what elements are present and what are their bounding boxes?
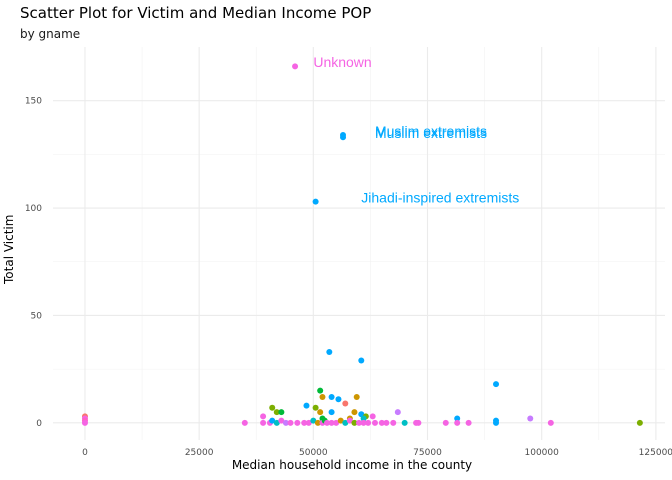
y-tick-label: 50 <box>31 311 43 321</box>
point-annotation: Muslim extremists <box>375 123 487 139</box>
x-tick-label: 125000 <box>639 448 672 458</box>
scatter-point <box>292 63 299 70</box>
scatter-point <box>301 419 308 426</box>
x-tick-label: 0 <box>82 448 88 458</box>
scatter-point <box>342 400 349 407</box>
scatter-point <box>314 419 321 426</box>
chart-subtitle: by gname <box>20 27 81 41</box>
scatter-point <box>356 419 362 426</box>
data-points <box>81 63 643 426</box>
point-annotation: Muslim extremists <box>375 125 487 141</box>
scatter-point <box>294 419 301 426</box>
x-axis-label: Median household income in the county <box>231 458 473 472</box>
scatter-point <box>378 419 385 426</box>
scatter-point <box>273 419 280 426</box>
scatter-point <box>273 409 280 416</box>
scatter-point <box>636 419 643 426</box>
scatter-point <box>365 419 372 426</box>
scatter-point <box>260 419 267 426</box>
scatter-point <box>493 417 500 424</box>
scatter-point <box>81 419 88 426</box>
scatter-point <box>337 417 344 424</box>
scatter-point <box>401 419 408 426</box>
scatter-point <box>278 409 285 416</box>
scatter-point <box>371 419 378 426</box>
scatter-point <box>360 415 367 422</box>
scatter-point <box>351 419 358 426</box>
scatter-point <box>312 404 319 411</box>
scatter-point <box>328 419 335 426</box>
scatter-point <box>269 417 276 424</box>
scatter-point <box>260 413 267 420</box>
scatter-point <box>269 404 276 411</box>
tick-labels: 0 25000 50000 75000 100000 125000 0 50 100 150 <box>25 97 672 458</box>
scatter-point <box>358 357 365 364</box>
scatter-point <box>317 387 324 394</box>
x-tick-label: 75000 <box>413 448 442 458</box>
scatter-point <box>547 419 554 426</box>
y-tick-label: 0 <box>36 419 42 429</box>
scatter-point <box>353 394 360 401</box>
chart-title: Scatter Plot for Victim and Median Incom… <box>20 4 372 22</box>
scatter-point <box>340 134 347 141</box>
scatter-point <box>465 419 472 426</box>
scatter-point <box>282 419 289 426</box>
scatter-point <box>383 419 390 426</box>
y-tick-label: 150 <box>25 97 42 107</box>
scatter-point <box>278 417 285 424</box>
scatter-point <box>454 419 461 426</box>
grid-lines <box>53 47 665 440</box>
scatter-point <box>342 419 349 426</box>
scatter-point <box>346 417 353 424</box>
scatter-point <box>335 396 342 403</box>
point-annotation: Jihadi-inspired extremists <box>361 189 519 205</box>
scatter-point <box>333 419 340 426</box>
scatter-point <box>326 348 333 355</box>
x-tick-label: 25000 <box>185 448 214 458</box>
scatter-point <box>527 415 534 422</box>
scatter-point <box>328 409 335 416</box>
x-tick-label: 100000 <box>525 448 560 458</box>
scatter-point <box>369 413 376 420</box>
scatter-point <box>305 419 312 426</box>
scatter-point <box>454 415 461 422</box>
scatter-point <box>310 417 317 424</box>
x-tick-label: 50000 <box>299 448 328 458</box>
scatter-point <box>415 419 422 426</box>
scatter-point <box>319 394 326 401</box>
scatter-point <box>493 381 500 388</box>
scatter-point <box>241 419 248 426</box>
scatter-point <box>442 419 449 426</box>
scatter-point <box>390 419 397 426</box>
scatter-point <box>303 402 310 409</box>
scatter-point <box>351 409 358 416</box>
scatter-point <box>394 409 401 416</box>
scatter-point <box>328 394 335 401</box>
scatter-point <box>324 419 331 426</box>
scatter-point <box>317 409 324 416</box>
y-tick-label: 100 <box>25 204 42 214</box>
scatter-point <box>360 419 367 426</box>
scatter-point <box>287 419 294 426</box>
scatter-point <box>312 198 319 205</box>
point-annotation: Unknown <box>313 54 371 70</box>
